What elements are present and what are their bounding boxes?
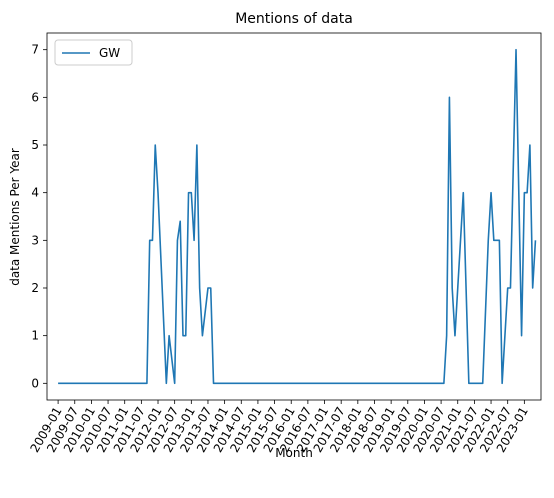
y-tick-label: 3 [31, 233, 39, 247]
chart-title: Mentions of data [235, 11, 353, 27]
y-axis-label: data Mentions Per Year [8, 148, 22, 286]
y-tick-label: 6 [31, 90, 39, 104]
series-line-gw [58, 48, 537, 385]
legend-label: GW [99, 46, 120, 60]
plot-frame [46, 32, 542, 401]
y-tick-label: 7 [31, 43, 39, 57]
legend: GW [54, 39, 133, 66]
y-tick-label: 1 [31, 329, 39, 343]
y-tick-label: 5 [31, 138, 39, 152]
y-tick-label: 0 [31, 376, 39, 390]
legend-box [54, 39, 133, 66]
y-tick-label: 2 [31, 281, 39, 295]
plot-area: 012345672009-012009-072010-012010-072011… [28, 32, 542, 455]
x-axis-label: Month [275, 446, 313, 460]
y-tick-label: 4 [31, 186, 39, 200]
